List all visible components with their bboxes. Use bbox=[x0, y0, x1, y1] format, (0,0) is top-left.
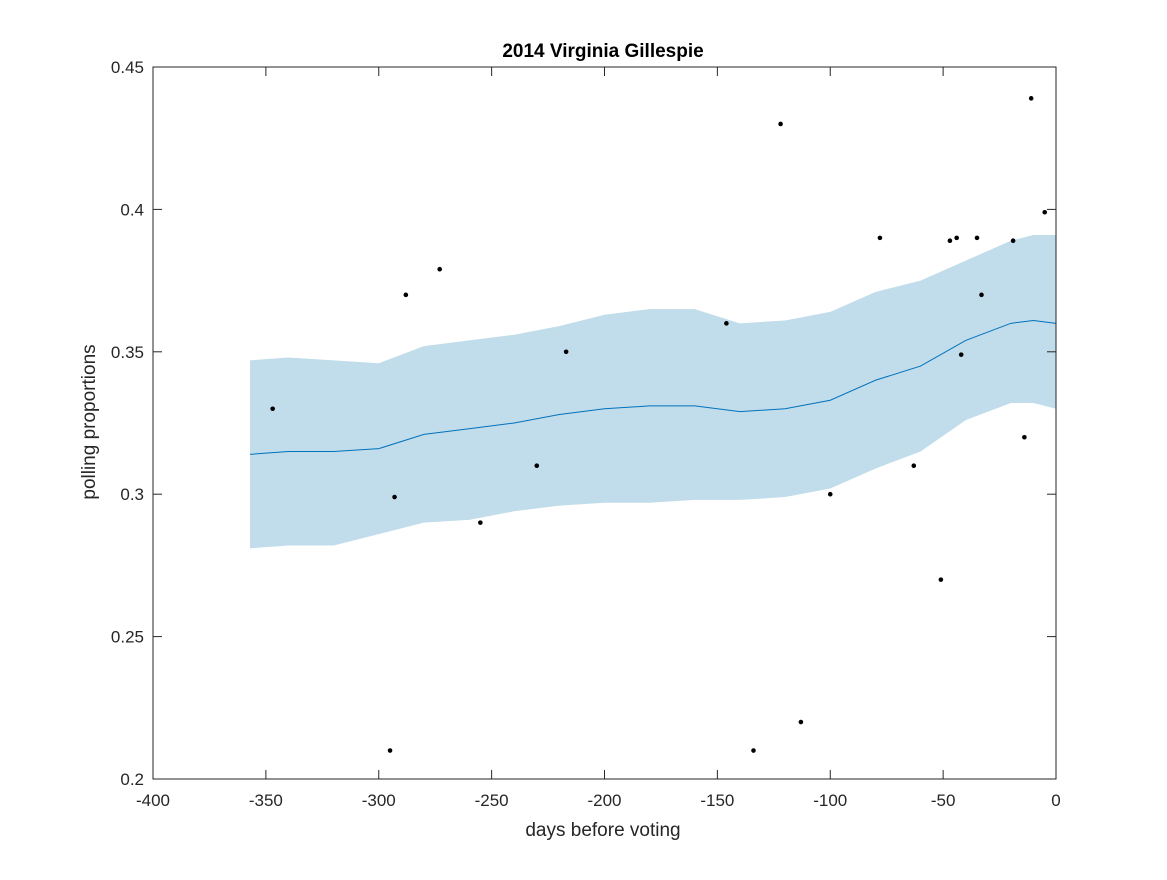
y-tick-label: 0.25 bbox=[111, 628, 144, 647]
data-point bbox=[563, 349, 569, 355]
data-point bbox=[270, 406, 275, 412]
x-tick-label: 0 bbox=[1051, 791, 1060, 810]
y-tick-label: 0.35 bbox=[111, 343, 144, 362]
data-point bbox=[877, 235, 883, 241]
data-point bbox=[392, 494, 397, 500]
x-tick-label: -300 bbox=[362, 791, 396, 810]
data-point bbox=[974, 235, 980, 241]
data-point bbox=[403, 292, 409, 298]
confidence-band-layer bbox=[250, 235, 1056, 549]
data-point bbox=[778, 121, 783, 127]
trend-line bbox=[250, 319, 1057, 455]
data-point bbox=[478, 520, 483, 525]
y-axis-label: polling proportions bbox=[79, 344, 100, 499]
x-axis-label: days before voting bbox=[525, 820, 680, 841]
data-point bbox=[1042, 209, 1048, 215]
data-point bbox=[958, 352, 964, 357]
axes-layer: -400 -350 -300 -250 -200 -150 -100 -50 0 0.2 0.25 0… bbox=[111, 58, 1061, 810]
y-tick-label: 0.2 bbox=[120, 770, 144, 789]
data-point bbox=[938, 577, 944, 582]
data-point bbox=[1028, 96, 1034, 101]
data-point bbox=[954, 235, 959, 241]
data-points-layer bbox=[270, 96, 1048, 753]
x-tick-label: -50 bbox=[931, 791, 956, 810]
x-tick-label: -200 bbox=[587, 791, 621, 810]
x-tick-label: -150 bbox=[700, 791, 734, 810]
data-point bbox=[947, 238, 953, 244]
data-point bbox=[437, 266, 443, 272]
y-tick-label: 0.4 bbox=[120, 200, 144, 219]
x-tick-label: -350 bbox=[249, 791, 283, 810]
x-tick-label: -100 bbox=[813, 791, 847, 810]
x-tick-label: -250 bbox=[475, 791, 509, 810]
trend-line-layer bbox=[250, 319, 1057, 455]
y-tick-label: 0.3 bbox=[120, 485, 144, 504]
data-point bbox=[724, 321, 729, 326]
confidence-band bbox=[250, 235, 1056, 549]
data-point bbox=[798, 719, 804, 725]
data-point bbox=[1010, 238, 1016, 244]
data-point bbox=[387, 748, 393, 753]
y-tick-label: 0.45 bbox=[111, 58, 144, 77]
data-point bbox=[1022, 434, 1027, 440]
data-point bbox=[979, 292, 984, 298]
data-point bbox=[827, 491, 833, 497]
chart-title: 2014 Virginia Gillespie bbox=[502, 41, 703, 62]
data-point bbox=[751, 748, 756, 753]
data-point bbox=[534, 463, 540, 469]
data-point bbox=[911, 463, 917, 469]
x-tick-label: -400 bbox=[136, 791, 170, 810]
